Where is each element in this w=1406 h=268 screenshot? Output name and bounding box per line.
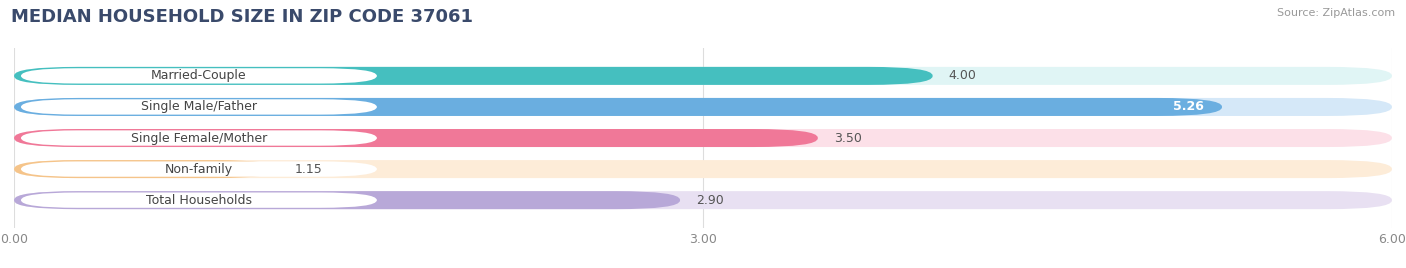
FancyBboxPatch shape bbox=[14, 67, 1392, 85]
Text: 4.00: 4.00 bbox=[949, 69, 977, 82]
FancyBboxPatch shape bbox=[21, 192, 377, 208]
FancyBboxPatch shape bbox=[14, 160, 1392, 178]
Text: Source: ZipAtlas.com: Source: ZipAtlas.com bbox=[1277, 8, 1395, 18]
FancyBboxPatch shape bbox=[14, 67, 932, 85]
FancyBboxPatch shape bbox=[14, 129, 818, 147]
FancyBboxPatch shape bbox=[14, 160, 278, 178]
FancyBboxPatch shape bbox=[14, 129, 1392, 147]
FancyBboxPatch shape bbox=[21, 68, 377, 84]
Text: MEDIAN HOUSEHOLD SIZE IN ZIP CODE 37061: MEDIAN HOUSEHOLD SIZE IN ZIP CODE 37061 bbox=[11, 8, 474, 26]
Text: 1.15: 1.15 bbox=[294, 163, 322, 176]
Text: Total Households: Total Households bbox=[146, 194, 252, 207]
Text: 3.50: 3.50 bbox=[834, 132, 862, 144]
Text: Single Male/Father: Single Male/Father bbox=[141, 100, 257, 113]
Text: Married-Couple: Married-Couple bbox=[150, 69, 246, 82]
FancyBboxPatch shape bbox=[21, 130, 377, 146]
FancyBboxPatch shape bbox=[14, 191, 681, 209]
Text: 2.90: 2.90 bbox=[696, 194, 724, 207]
Text: 5.26: 5.26 bbox=[1173, 100, 1204, 113]
FancyBboxPatch shape bbox=[14, 98, 1392, 116]
Text: Non-family: Non-family bbox=[165, 163, 233, 176]
FancyBboxPatch shape bbox=[21, 99, 377, 115]
Text: Single Female/Mother: Single Female/Mother bbox=[131, 132, 267, 144]
FancyBboxPatch shape bbox=[14, 98, 1222, 116]
FancyBboxPatch shape bbox=[21, 161, 377, 177]
FancyBboxPatch shape bbox=[14, 191, 1392, 209]
